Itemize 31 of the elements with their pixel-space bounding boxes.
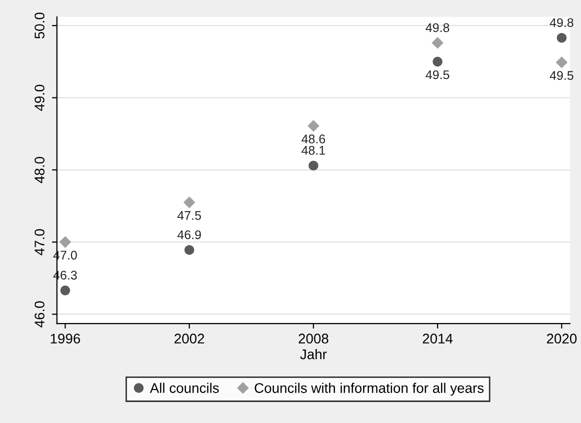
- point: [183, 196, 196, 208]
- x-tick-label: 2020: [546, 334, 577, 344]
- x-tick-label: 2002: [174, 334, 204, 344]
- y-tick-label: 46.0: [34, 301, 44, 328]
- point: [184, 245, 194, 255]
- y-tick-label: 47.0: [34, 229, 44, 256]
- point: [60, 286, 70, 296]
- point: [432, 56, 442, 67]
- x-axis-title: Jahr: [300, 349, 327, 360]
- y-tick-label: 50.0: [34, 12, 44, 39]
- data-label: 49.5: [550, 71, 574, 80]
- data-label: 49.8: [426, 23, 450, 32]
- x-tick-label: 2008: [298, 334, 328, 344]
- point: [59, 236, 72, 248]
- data-label: 48.1: [302, 146, 326, 155]
- x-tick-label: 2014: [422, 334, 453, 344]
- data-label: 48.6: [302, 134, 326, 144]
- data-label: 46.9: [177, 230, 201, 240]
- x-tick-label: 1996: [50, 334, 80, 344]
- data-label: 49.5: [426, 70, 450, 80]
- legend-label: Councils with information for all years: [254, 382, 484, 396]
- point: [308, 160, 318, 170]
- point: [308, 120, 320, 132]
- y-tick-label: 49.0: [34, 84, 44, 111]
- legend-label: All councils: [150, 382, 219, 393]
- point: [432, 37, 444, 49]
- data-label: 49.8: [550, 18, 574, 28]
- y-tick-label: 48.0: [34, 156, 44, 184]
- point: [556, 56, 568, 68]
- data-label: 47.5: [177, 211, 201, 220]
- point: [556, 32, 567, 43]
